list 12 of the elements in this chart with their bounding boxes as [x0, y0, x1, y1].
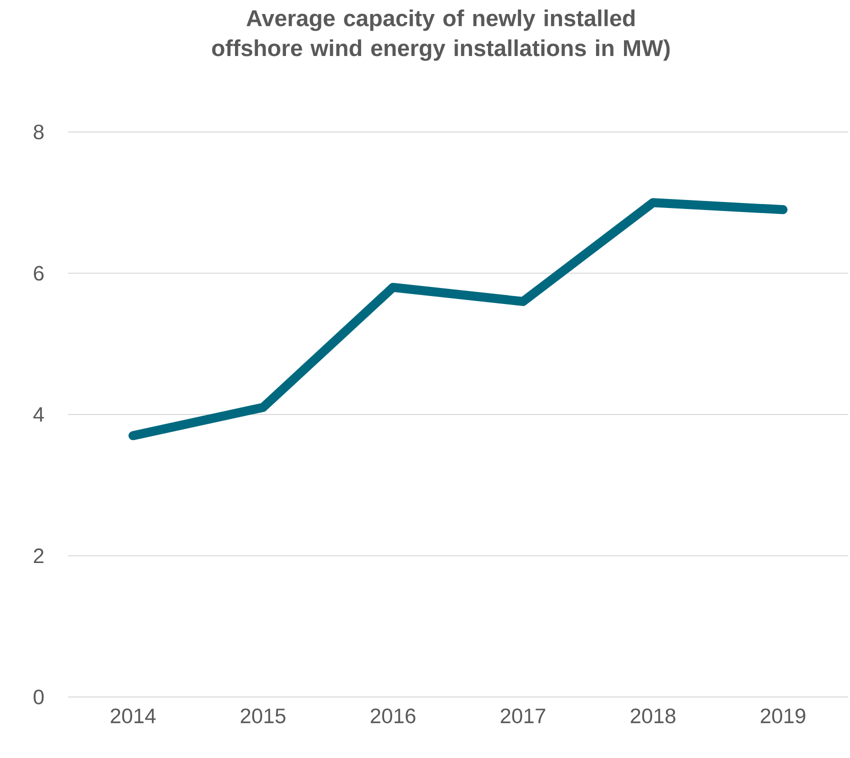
x-tick-label: 2014 — [110, 708, 156, 724]
y-tick-label: 8 — [34, 124, 44, 140]
x-tick-label: 2017 — [500, 708, 546, 724]
x-tick-label: 2016 — [370, 708, 416, 724]
y-tick-label: 2 — [34, 548, 44, 564]
chart-title: Average capacity of newly installed offshore wind energy installations in MW) — [212, 10, 670, 61]
y-tick-label: 0 — [34, 690, 44, 704]
x-tick-label: 2018 — [630, 708, 676, 724]
x-tick-label: 2015 — [240, 708, 286, 724]
y-tick-label: 4 — [33, 407, 44, 422]
y-tick-label: 6 — [34, 266, 44, 281]
x-tick-label: 2019 — [760, 708, 806, 724]
